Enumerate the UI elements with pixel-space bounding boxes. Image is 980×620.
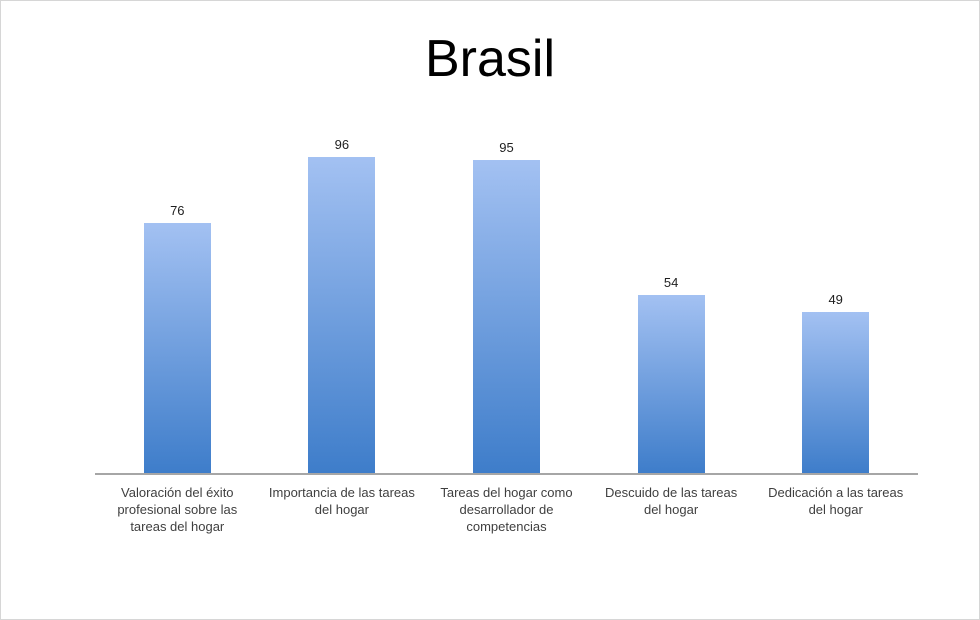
bar-column: 76 bbox=[95, 101, 260, 473]
x-axis-label: Importancia de las tareas del hogar bbox=[268, 485, 415, 517]
bar-column: 49 bbox=[753, 101, 918, 473]
x-axis-label: Valoración del éxito profesional sobre l… bbox=[117, 485, 238, 534]
plot-area: 76 96 95 54 49 bbox=[95, 101, 918, 473]
bar-column: 95 bbox=[424, 101, 589, 473]
bar[interactable] bbox=[637, 295, 705, 473]
x-axis-line bbox=[95, 473, 918, 475]
x-axis-label: Tareas del hogar como desarrollador de c… bbox=[440, 485, 573, 534]
x-axis-labels: Valoración del éxito profesional sobre l… bbox=[95, 484, 918, 535]
bar[interactable] bbox=[143, 223, 211, 473]
chart-title: Brasil bbox=[424, 30, 556, 88]
bar-value-label: 54 bbox=[663, 275, 679, 290]
bar[interactable] bbox=[472, 160, 540, 473]
bar[interactable] bbox=[308, 157, 376, 473]
bar-column: 96 bbox=[260, 101, 425, 473]
bar-value-label: 96 bbox=[334, 137, 350, 152]
bar-value-label: 76 bbox=[170, 203, 185, 218]
bar-column: 54 bbox=[589, 101, 754, 473]
bar-value-label: 49 bbox=[828, 292, 843, 307]
x-axis-label: Descuido de las tareas del hogar bbox=[604, 485, 738, 517]
bar-value-label: 95 bbox=[499, 140, 514, 155]
bar[interactable] bbox=[802, 312, 870, 473]
x-axis-label: Dedicación a las tareas del hogar bbox=[768, 485, 904, 517]
